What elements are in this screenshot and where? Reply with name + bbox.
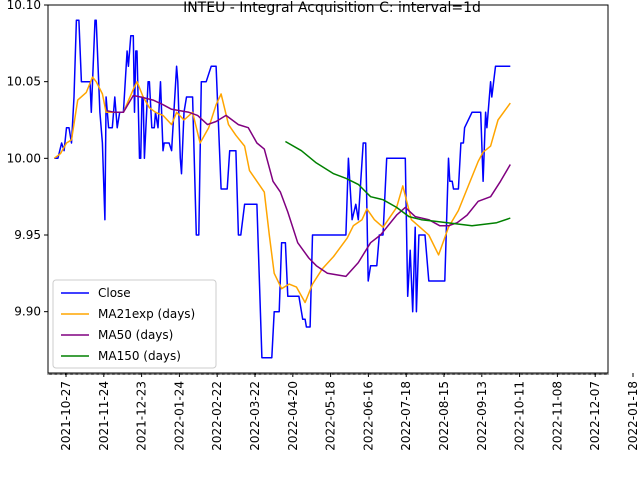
x-tick-label: 2022-09-13 [475,381,489,451]
x-tick-label: 2022-06-16 [361,381,375,451]
y-tick-label: 10.10 [7,0,41,12]
legend-label: MA50 (days) [98,328,173,342]
series-line-ma50-days [107,94,511,278]
legend-label: Close [98,286,131,300]
x-tick-label: 2022-02-22 [210,381,224,451]
x-tick-label: 2021-12-23 [135,381,149,451]
series-line-ma21exp-days [53,76,511,304]
x-tick-label: 2022-01-18 [626,381,640,451]
x-tick-label: 2022-10-11 [513,381,527,451]
x-tick-label: 2022-11-08 [550,381,564,451]
x-tick-label: 2022-07-18 [399,381,413,451]
x-tick-label: 2022-04-20 [286,381,300,451]
y-axis: 9.90 9.95 10.00 10.05 10.10 [7,0,48,319]
x-tick-label: 2022-05-18 [324,381,338,451]
legend-box [52,279,217,369]
y-tick-label: 10.00 [7,151,41,165]
y-tick-label: 10.05 [7,75,41,89]
x-tick-label: 2021-10-27 [59,381,73,451]
chart-title: INTEU - Integral Acquisition C: interval… [183,0,481,16]
x-tick-label: 2022-03-22 [248,381,262,451]
legend-label: MA21exp (days) [98,307,195,321]
y-tick-label: 9.95 [14,228,41,242]
series-line-close [54,19,511,359]
x-tick-label: 2021-11-24 [97,381,111,451]
x-axis: 2021-10-27 2021-11-24 2021-12-23 2022-01-24… [47,373,640,451]
series-line-ma150-days [285,140,511,227]
plot-area-frame [47,4,609,374]
y-tick-label: 9.90 [14,305,41,319]
x-tick-label: 2022-12-07 [588,381,602,451]
legend-label: MA150 (days) [98,349,181,363]
legend: Close MA21exp (days) MA50 (days) MA150 (day… [52,279,217,369]
x-tick-label: 2022-01-24 [172,381,186,451]
plot-lines [53,19,511,359]
x-tick-label: 2022-08-15 [437,381,451,451]
